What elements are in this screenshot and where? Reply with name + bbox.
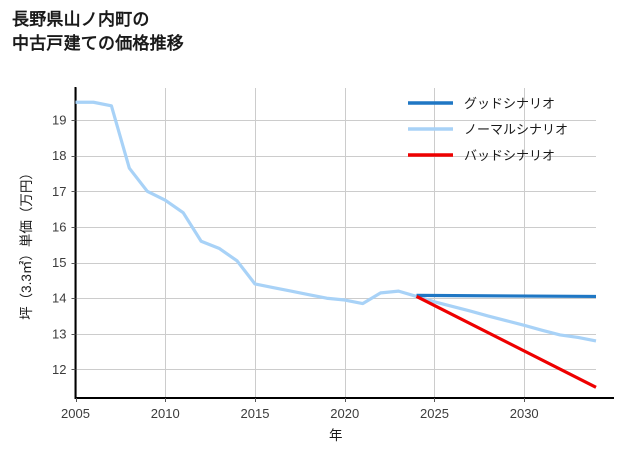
axis-titles-group: 年 坪（3.3㎡）単価（万円）	[19, 166, 343, 443]
tickmarks-group	[71, 120, 525, 402]
y-tick-label: 15	[52, 255, 66, 270]
y-tick-label: 16	[52, 219, 66, 234]
y-tick-label: 18	[52, 148, 66, 163]
y-tick-labels-group: 12 13 14 15 16 17 18 19	[52, 113, 66, 377]
chart-title: 長野県山ノ内町の 中古戸建ての価格推移	[12, 8, 184, 56]
legend-label: ノーマルシナリオ	[464, 122, 568, 137]
gridlines-group	[75, 88, 596, 398]
x-tick-label: 2015	[241, 406, 270, 421]
x-axis-title: 年	[329, 428, 343, 443]
chart-title-line2: 中古戸建ての価格推移	[12, 34, 184, 53]
y-axis-title: 坪（3.3㎡）単価（万円）	[19, 166, 34, 320]
y-tick-label: 19	[52, 113, 66, 128]
x-tick-label: 2010	[151, 406, 180, 421]
y-tick-label: 13	[52, 326, 66, 341]
legend-label: グッドシナリオ	[464, 96, 555, 111]
series-line-グッドシナリオ	[416, 293, 597, 299]
legend-item[interactable]: ノーマルシナリオ	[408, 122, 568, 137]
series-lines-group	[75, 100, 597, 389]
chart-title-line1: 長野県山ノ内町の	[12, 10, 150, 29]
legend-item[interactable]: バッドシナリオ	[408, 148, 555, 163]
series-line-ノーマルシナリオ	[75, 100, 597, 343]
legend-item[interactable]: グッドシナリオ	[408, 96, 555, 111]
x-tick-label: 2005	[61, 406, 90, 421]
series-line-バッドシナリオ	[415, 295, 597, 389]
x-tick-label: 2030	[510, 406, 539, 421]
x-tick-label: 2025	[420, 406, 449, 421]
y-tick-label: 14	[52, 291, 66, 306]
x-tick-labels-group: 2005 2010 2015 2020 2025 2030	[61, 406, 539, 421]
legend-label: バッドシナリオ	[464, 148, 555, 163]
x-tick-label: 2020	[330, 406, 359, 421]
y-tick-label: 17	[52, 184, 66, 199]
y-tick-label: 12	[52, 362, 66, 377]
